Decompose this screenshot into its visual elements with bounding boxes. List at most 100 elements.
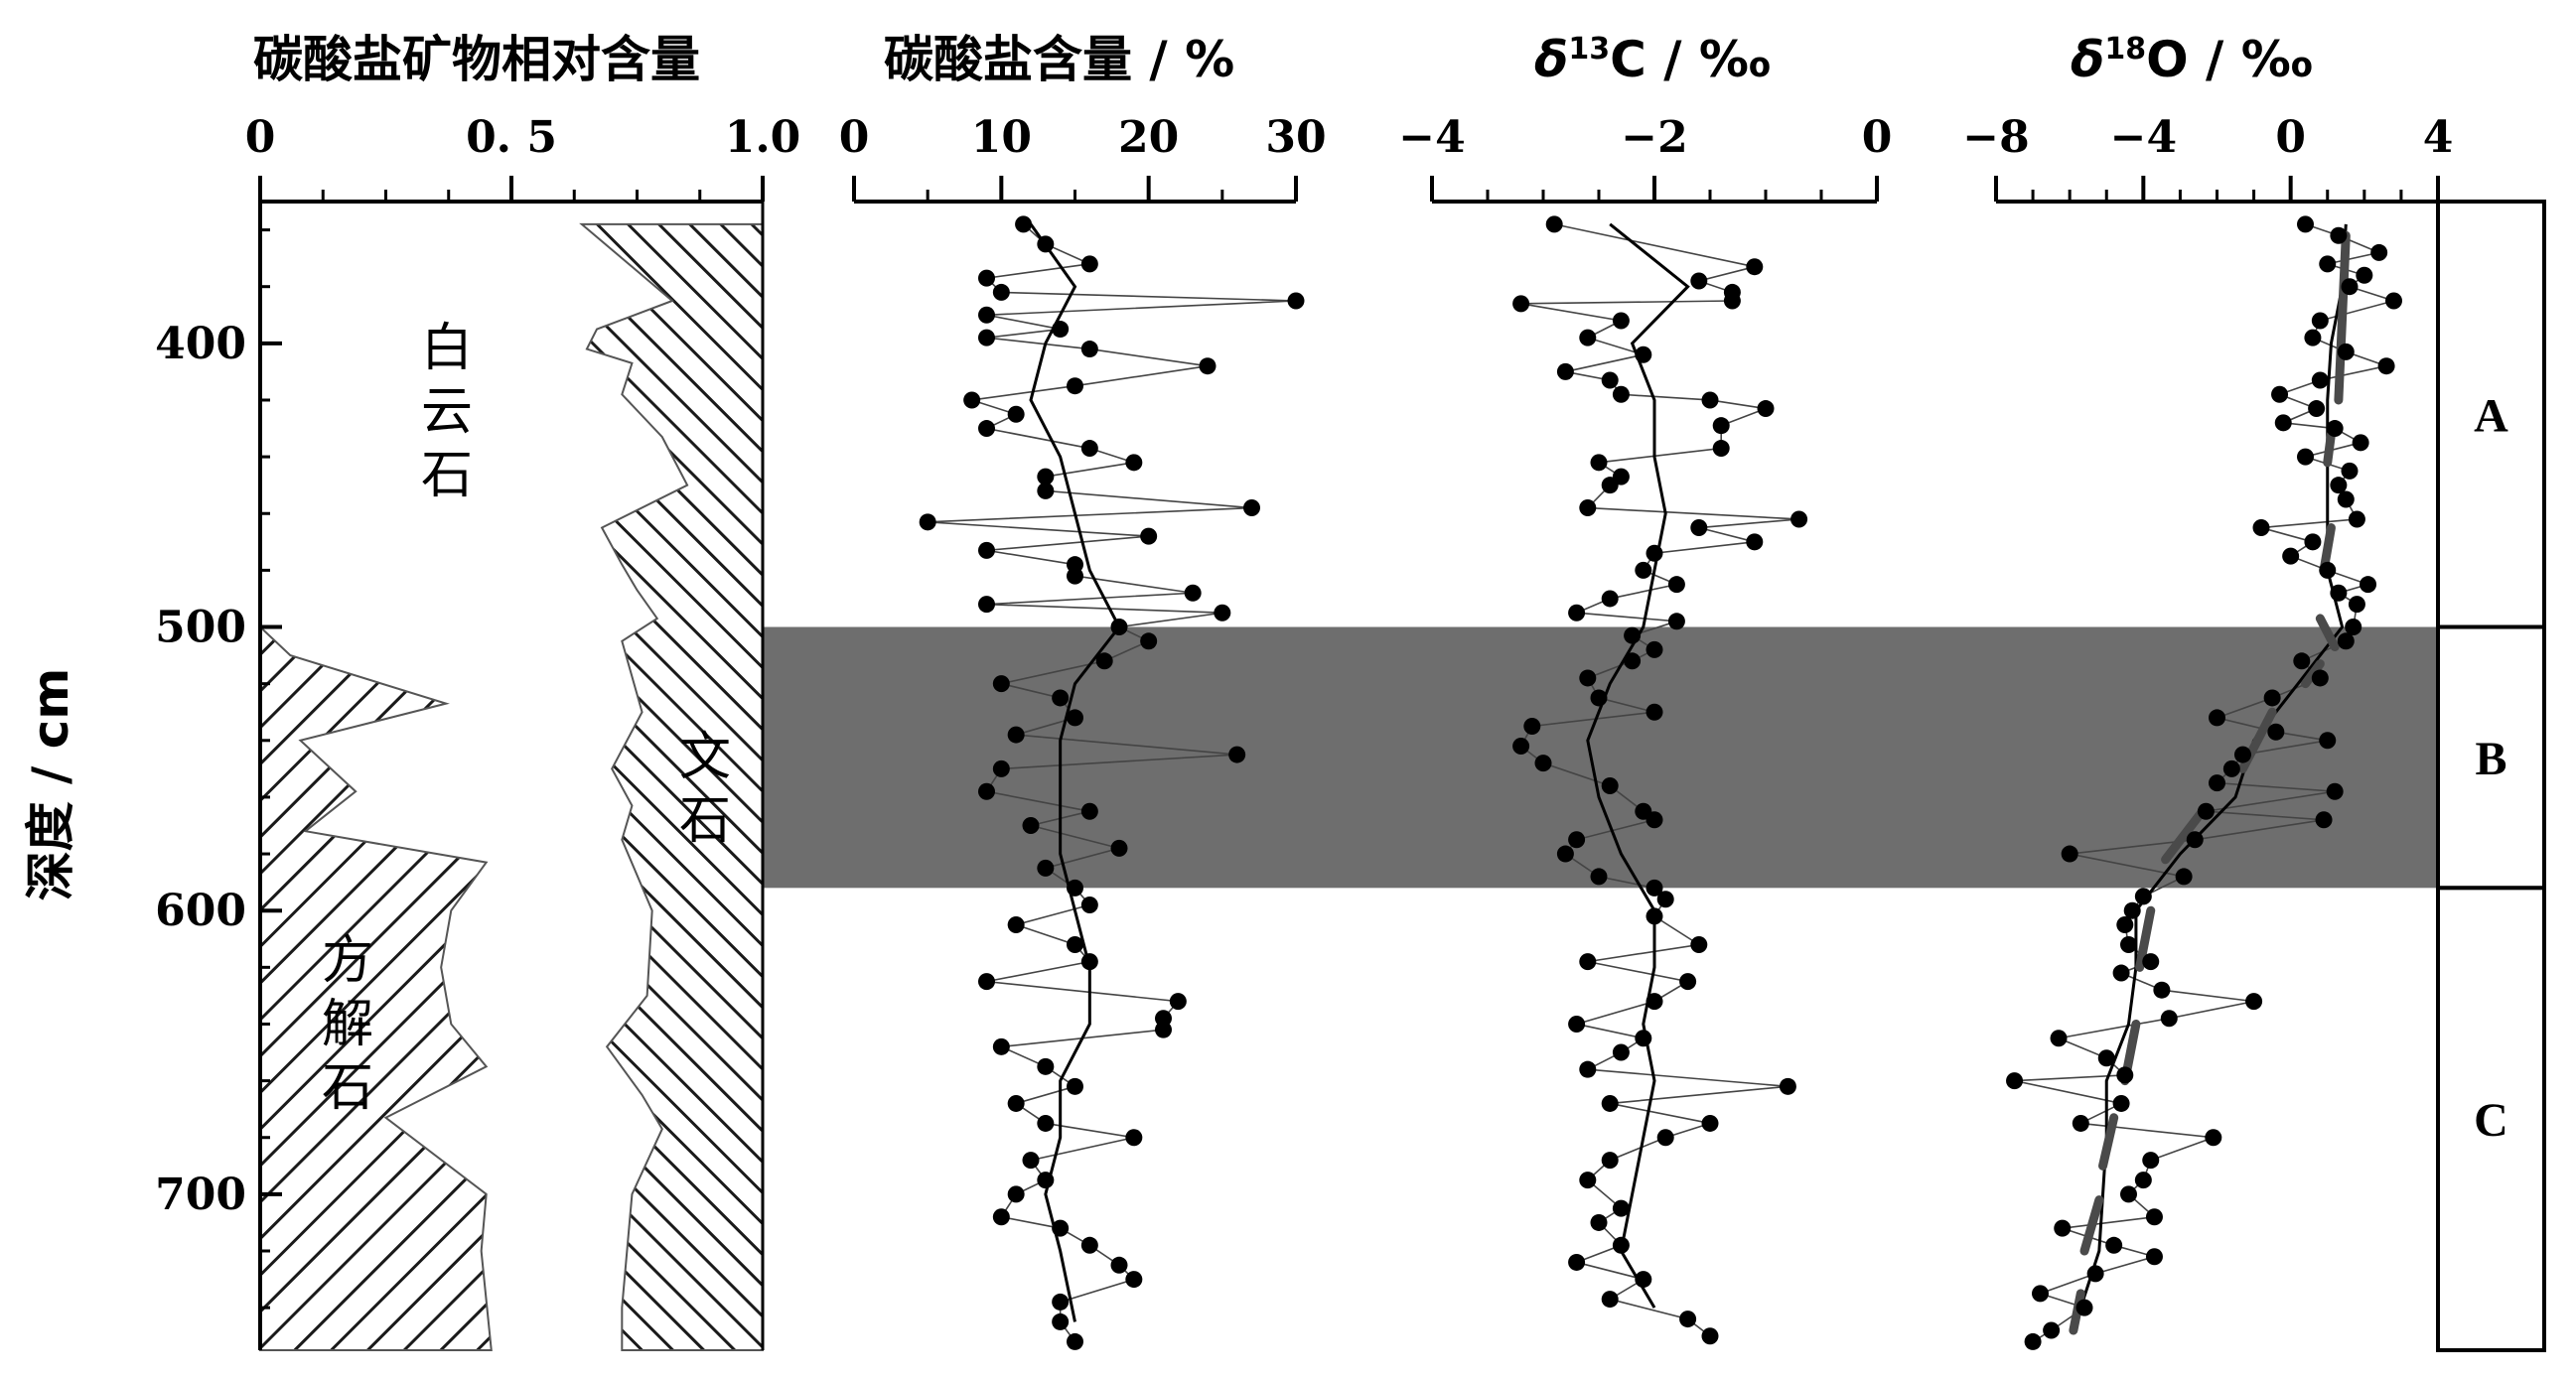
data-point [2252, 519, 2270, 537]
data-point [1140, 632, 1158, 650]
zone-label: A [2474, 389, 2508, 442]
data-point [2330, 226, 2348, 244]
data-point [2311, 312, 2329, 330]
data-point [1601, 1291, 1619, 1309]
data-point [1601, 590, 1619, 608]
data-point [2345, 619, 2362, 636]
data-point [1545, 215, 1563, 233]
data-point [1080, 953, 1098, 971]
data-point [1646, 879, 1663, 897]
data-point [978, 269, 995, 287]
data-point [2233, 746, 2251, 763]
data-point [2186, 831, 2204, 849]
data-point [992, 1037, 1010, 1055]
data-point [1779, 1077, 1796, 1095]
panel4-x-axis: −8 −4 0 4 [1962, 112, 2453, 204]
data-point [1635, 1030, 1652, 1047]
data-point [1015, 215, 1033, 233]
data-point [1590, 868, 1608, 886]
data-point [1646, 703, 1663, 721]
data-point [1679, 973, 1697, 991]
data-point [1534, 755, 1552, 772]
data-point [2209, 774, 2225, 792]
data-point [1579, 1172, 1597, 1189]
data-point [2341, 462, 2359, 480]
data-point [1746, 258, 1764, 276]
data-point [1037, 482, 1055, 499]
x-tick-label: −2 [1621, 112, 1687, 163]
data-point [992, 760, 1010, 777]
data-point [1095, 652, 1113, 670]
data-point [1579, 499, 1597, 517]
smoothed-series-line [1029, 222, 1121, 1322]
data-point [1287, 292, 1305, 310]
data-point [2134, 888, 2152, 905]
panel3-x-axis: −4 −2 0 [1398, 112, 1892, 204]
data-point [1612, 1043, 1630, 1061]
data-point [1523, 718, 1541, 736]
data-point [2356, 266, 2373, 284]
trend-segment [2079, 1195, 2104, 1256]
data-point [992, 675, 1010, 693]
data-point [1512, 295, 1530, 313]
data-point [1579, 1060, 1597, 1078]
data-point [2319, 561, 2337, 579]
data-point [2360, 576, 2377, 594]
trend-segment [2098, 1113, 2119, 1171]
data-point [2112, 1094, 2130, 1112]
x-tick-label: −4 [1398, 112, 1465, 163]
panel2-title: 碳酸盐含量 / % [884, 31, 1234, 88]
data-point [2123, 901, 2141, 919]
data-point [919, 513, 936, 531]
data-point [1667, 576, 1685, 594]
data-point [1067, 567, 1083, 585]
data-point [1712, 417, 1730, 435]
data-point [2348, 510, 2365, 528]
data-point [2274, 414, 2292, 432]
data-point [1067, 709, 1083, 727]
data-point [2352, 434, 2369, 452]
data-point [1067, 1332, 1083, 1350]
data-point [1110, 839, 1128, 857]
data-point [1690, 935, 1708, 953]
data-point [2120, 1185, 2137, 1203]
data-point [2006, 1072, 2024, 1090]
zone-label: B [2475, 733, 2506, 785]
panel4-series [2006, 215, 2402, 1350]
data-point [978, 329, 995, 346]
data-point [2116, 1066, 2134, 1084]
data-point [2197, 802, 2215, 820]
calcite-label: 方 [322, 931, 373, 991]
data-point [2315, 811, 2333, 829]
x-tick-label: 0 [245, 112, 276, 163]
data-point [1052, 1293, 1070, 1311]
panel3-title-sup: 13 [1568, 32, 1610, 67]
trend-segment [2301, 659, 2325, 689]
data-point [2097, 1049, 2115, 1067]
data-point [1601, 1094, 1619, 1112]
panel1-title: 碳酸盐矿物相对含量 [253, 31, 700, 88]
data-point [1601, 776, 1619, 794]
data-point [1067, 879, 1083, 897]
data-point [2311, 371, 2329, 389]
data-point [1155, 1021, 1172, 1038]
x-tick-label: −8 [1962, 112, 2029, 163]
panel4-title: δ18O / ‰ [2071, 31, 2313, 88]
dolomite-label: 白 [421, 319, 473, 378]
panel4-title-sup: 18 [2104, 32, 2146, 67]
x-tick-label: 20 [1118, 112, 1179, 163]
data-point [2205, 1129, 2222, 1147]
data-point [963, 391, 981, 409]
data-point [1199, 357, 1216, 375]
data-point [1022, 1152, 1040, 1170]
data-point [1022, 816, 1040, 834]
zone-column: A B C [2436, 200, 2546, 1352]
data-point [2330, 477, 2348, 494]
data-point [1679, 1311, 1697, 1328]
data-point [1007, 915, 1025, 933]
data-point [1612, 385, 1630, 403]
data-point [1635, 345, 1652, 363]
data-point [2263, 689, 2281, 707]
data-point [2222, 760, 2240, 777]
